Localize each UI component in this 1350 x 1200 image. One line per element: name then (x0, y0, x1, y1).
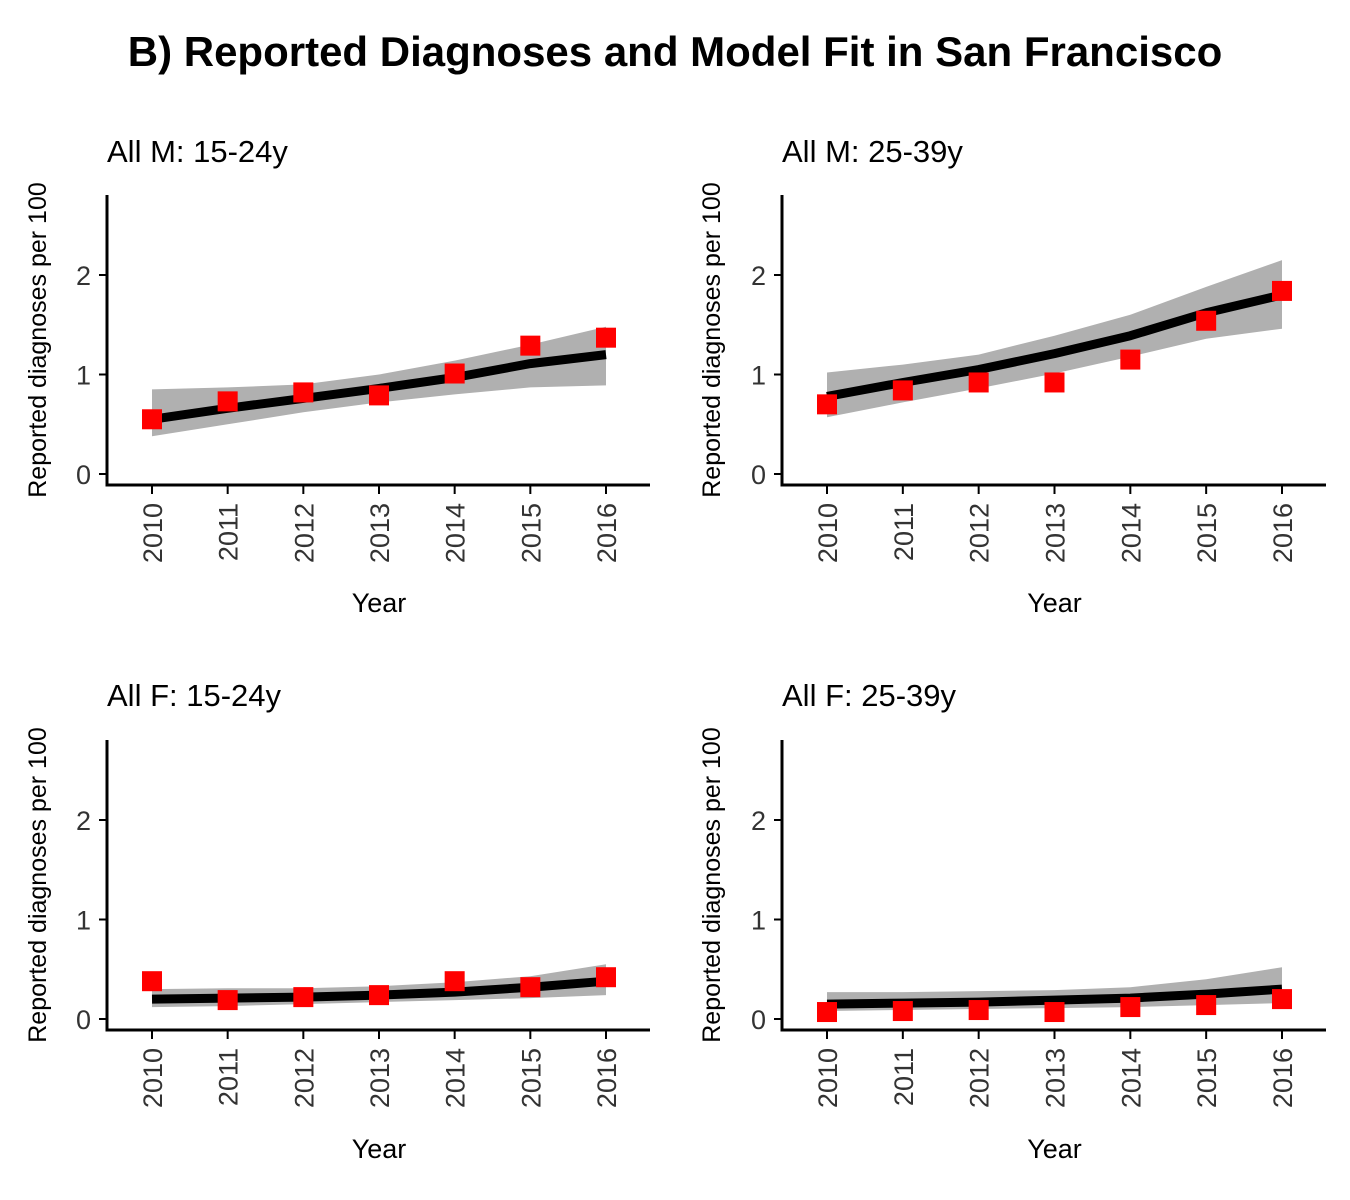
y-tick-label: 0 (751, 1005, 766, 1035)
y-tick-label: 1 (76, 361, 91, 391)
observed-point (892, 1001, 913, 1022)
y-tick-label: 0 (76, 1005, 91, 1035)
y-axis-label: Reported diagnoses per 100 (698, 182, 726, 498)
observed-point (1196, 310, 1217, 331)
model-uncertainty-band (152, 326, 606, 437)
observed-point (520, 335, 541, 356)
panel-title: All F: 15-24y (107, 678, 282, 713)
y-tick-label: 2 (76, 806, 91, 836)
x-tick-label: 2014 (1116, 503, 1146, 563)
observed-point (142, 409, 162, 430)
observed-point (1120, 349, 1141, 370)
x-tick-label: 2013 (365, 503, 395, 563)
x-tick-label: 2015 (516, 503, 546, 563)
x-tick-label: 2012 (289, 503, 319, 563)
observed-point (293, 382, 314, 403)
y-axis-label: Reported diagnoses per 100 (24, 727, 52, 1043)
observed-point (1120, 997, 1141, 1018)
x-tick-label: 2016 (592, 1048, 622, 1108)
x-tick-label: 2010 (813, 503, 843, 563)
observed-point (596, 967, 616, 988)
x-tick-label: 2012 (965, 503, 995, 563)
x-tick-label: 2012 (289, 1048, 319, 1108)
x-axis-label: Year (1027, 588, 1082, 618)
x-tick-label: 2014 (1116, 1048, 1146, 1108)
y-tick-label: 2 (76, 261, 91, 291)
x-tick-label: 2010 (138, 503, 168, 563)
figure-title: B) Reported Diagnoses and Model Fit in S… (127, 28, 1223, 75)
x-tick-label: 2013 (1041, 503, 1071, 563)
y-tick-label: 1 (751, 906, 766, 936)
observed-point (968, 1000, 989, 1021)
y-axis-label: Reported diagnoses per 100 (24, 182, 52, 498)
x-tick-label: 2010 (138, 1048, 168, 1108)
observed-point (1272, 989, 1292, 1010)
x-axis-label: Year (352, 1134, 407, 1164)
observed-point (892, 380, 913, 401)
observed-point (369, 985, 389, 1006)
panel-title: All M: 25-39y (782, 134, 963, 169)
x-axis-label: Year (1027, 1134, 1082, 1164)
x-tick-label: 2011 (889, 1048, 919, 1106)
observed-point (520, 977, 541, 998)
x-tick-label: 2016 (592, 503, 622, 563)
observed-point (1196, 995, 1217, 1016)
x-tick-label: 2015 (516, 1048, 546, 1108)
observed-point (968, 372, 989, 393)
y-tick-label: 0 (76, 460, 91, 490)
observed-point (444, 363, 465, 384)
panel-title: All M: 15-24y (107, 134, 288, 169)
x-tick-label: 2015 (1192, 503, 1222, 563)
y-tick-label: 1 (76, 906, 91, 936)
x-tick-label: 2010 (813, 1048, 843, 1108)
observed-point (596, 327, 616, 348)
y-tick-label: 2 (751, 261, 766, 291)
x-tick-label: 2011 (889, 503, 919, 561)
observed-point (1272, 280, 1292, 301)
x-tick-label: 2015 (1192, 1048, 1222, 1108)
observed-point (1044, 372, 1065, 393)
y-tick-label: 1 (751, 361, 766, 391)
x-axis-label: Year (352, 588, 407, 618)
observed-point (293, 987, 314, 1008)
observed-point (817, 394, 837, 415)
panel-title: All F: 25-39y (782, 678, 957, 713)
x-tick-label: 2011 (214, 1048, 244, 1106)
observed-point (1044, 1002, 1065, 1023)
x-tick-label: 2013 (1041, 1048, 1071, 1108)
x-tick-label: 2012 (965, 1048, 995, 1108)
x-tick-label: 2016 (1268, 503, 1298, 563)
x-tick-label: 2016 (1268, 1048, 1298, 1108)
observed-point (444, 971, 465, 992)
y-tick-label: 0 (751, 460, 766, 490)
y-axis-label: Reported diagnoses per 100 (698, 727, 726, 1043)
x-tick-label: 2014 (441, 503, 471, 563)
x-tick-label: 2014 (441, 1048, 471, 1108)
x-tick-label: 2013 (365, 1048, 395, 1108)
observed-point (217, 990, 238, 1011)
y-tick-label: 2 (751, 806, 766, 836)
observed-point (142, 971, 162, 992)
observed-point (217, 391, 238, 412)
x-tick-label: 2011 (214, 503, 244, 561)
observed-point (369, 385, 389, 406)
observed-point (817, 1002, 837, 1023)
